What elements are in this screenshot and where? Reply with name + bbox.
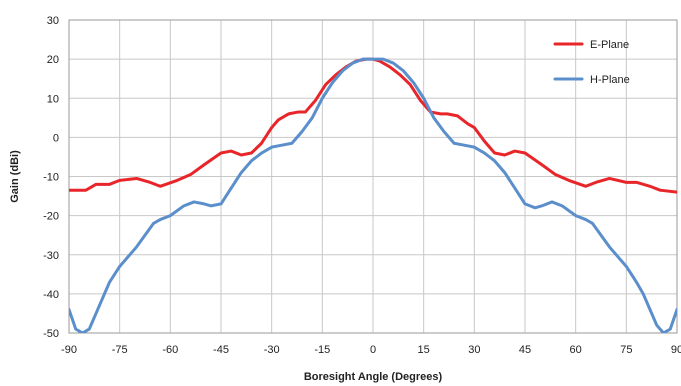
y-tick-label: -30: [43, 250, 59, 262]
x-tick-label: -15: [314, 344, 330, 356]
x-tick-label: 45: [519, 344, 531, 356]
legend-label-h-plane: H-Plane: [590, 74, 630, 86]
y-tick-label: 0: [53, 132, 59, 144]
grid: [68, 19, 678, 334]
x-tick-label: -90: [61, 344, 77, 356]
x-tick-label: -60: [162, 344, 178, 356]
x-tick-label: 75: [620, 344, 632, 356]
y-tick-label: 20: [47, 54, 59, 66]
legend-label-e-plane: E-Plane: [590, 39, 629, 51]
x-tick-label: 15: [418, 344, 430, 356]
x-tick-label: 30: [468, 344, 480, 356]
x-tick-label: -30: [264, 344, 280, 356]
x-tick-label: 90: [671, 344, 681, 356]
h-plane-line: [69, 57, 677, 333]
x-tick-label: 0: [370, 344, 376, 356]
series-layer: [69, 57, 677, 333]
plot-border: [68, 19, 678, 334]
y-tick-label: -10: [43, 172, 59, 184]
tick-labels: -90 -75 -60 -45 -30 -15 0 15 30 45 60 75 90 -50 -40 -30…: [43, 15, 681, 356]
x-tick-label: -45: [213, 344, 229, 356]
x-tick-label: 60: [570, 344, 582, 356]
y-tick-label: 10: [47, 93, 59, 105]
y-tick-label: -50: [43, 328, 59, 340]
x-tick-label: -75: [112, 344, 128, 356]
x-axis-title: Boresight Angle (Degrees): [304, 371, 443, 383]
y-axis-title: Gain (dBi): [9, 150, 21, 203]
legend: E-Plane H-Plane: [553, 39, 630, 86]
y-tick-label: -40: [43, 289, 59, 301]
y-tick-label: 30: [47, 15, 59, 27]
y-tick-label: -20: [43, 211, 59, 223]
